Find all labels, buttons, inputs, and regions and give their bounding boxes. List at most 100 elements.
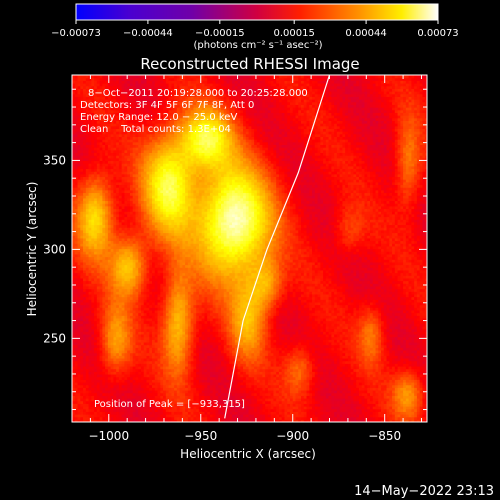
heatmap-cell — [312, 416, 316, 420]
heatmap-cell — [218, 411, 222, 415]
heatmap-cell — [243, 341, 247, 346]
heatmap-cell — [190, 331, 194, 335]
heatmap-cell — [185, 376, 189, 380]
heatmap-cell — [124, 419, 128, 422]
heatmap-cell — [77, 411, 81, 415]
heatmap-cell — [361, 395, 366, 399]
heatmap-cell — [347, 325, 352, 330]
heatmap-cell — [116, 320, 120, 324]
heatmap-cell — [381, 339, 385, 343]
heatmap-cell — [140, 392, 145, 396]
heatmap-cell — [383, 400, 388, 404]
heatmap-cell — [281, 325, 286, 330]
heatmap-cell — [94, 379, 98, 383]
heatmap-cell — [88, 389, 92, 394]
heatmap-cell — [350, 368, 355, 372]
heatmap-cell — [336, 363, 341, 367]
heatmap-cell — [267, 416, 272, 420]
heatmap-cell — [80, 413, 84, 418]
heatmap-cell — [403, 368, 407, 372]
heatmap-cell — [281, 349, 286, 354]
heatmap-cell — [369, 344, 374, 348]
heatmap-cell — [187, 349, 192, 354]
heatmap-cell — [425, 355, 427, 359]
heatmap-cell — [334, 413, 338, 418]
heatmap-cell — [171, 357, 175, 362]
heatmap-cell — [223, 368, 228, 372]
heatmap-cell — [143, 403, 148, 407]
heatmap-cell — [140, 397, 145, 402]
heatmap-cell — [347, 403, 352, 407]
heatmap-cell — [425, 323, 427, 327]
heatmap-cell — [350, 357, 355, 362]
heatmap-cell — [83, 392, 87, 396]
heatmap-cell — [207, 325, 211, 330]
heatmap-cell — [91, 384, 95, 388]
heatmap-cell — [342, 323, 346, 327]
heatmap-cell — [345, 328, 349, 332]
heatmap-cell — [77, 355, 81, 359]
heatmap-cell — [314, 344, 319, 348]
heatmap-cell — [207, 349, 211, 354]
heatmap-cell — [289, 339, 294, 343]
heatmap-cell — [157, 411, 161, 415]
heatmap-cell — [306, 320, 310, 324]
heatmap-cell — [389, 416, 393, 420]
heatmap-cell — [309, 325, 313, 330]
heatmap-cell — [372, 368, 377, 372]
heatmap-cell — [85, 363, 90, 367]
heatmap-cell — [187, 352, 192, 356]
heatmap-cell — [422, 355, 426, 359]
heatmap-cell — [107, 376, 112, 380]
heatmap-cell — [265, 331, 269, 335]
heatmap-cell — [328, 336, 332, 340]
heatmap-cell — [403, 320, 407, 324]
heatmap-cell — [237, 379, 241, 383]
heatmap-cell — [364, 400, 368, 404]
heatmap-cell — [80, 339, 84, 343]
heatmap-cell — [226, 347, 230, 351]
heatmap-cell — [278, 389, 283, 394]
heatmap-cell — [422, 395, 426, 399]
heatmap-cell — [267, 320, 272, 324]
heatmap-cell — [411, 397, 415, 402]
heatmap-cell — [91, 371, 95, 375]
heatmap-cell — [256, 379, 261, 383]
heatmap-cell — [157, 395, 161, 399]
heatmap-cell — [325, 384, 330, 388]
heatmap-cell — [347, 384, 352, 388]
heatmap-cell — [207, 411, 211, 415]
heatmap-cell — [281, 328, 286, 332]
heatmap-cell — [232, 405, 236, 410]
heatmap-cell — [91, 355, 95, 359]
heatmap-cell — [99, 357, 103, 362]
heatmap-cell — [132, 379, 137, 383]
heatmap-cell — [165, 411, 170, 415]
heatmap-cell — [154, 363, 159, 367]
heatmap-cell — [154, 323, 159, 327]
heatmap-cell — [383, 408, 388, 412]
heatmap-cell — [256, 368, 261, 372]
heatmap-cell — [251, 341, 255, 346]
heatmap-cell — [165, 389, 170, 394]
heatmap-cell — [378, 341, 382, 346]
heatmap-cell — [287, 325, 291, 330]
heatmap-cell — [312, 400, 316, 404]
heatmap-cell — [419, 360, 423, 364]
heatmap-cell — [262, 384, 266, 388]
heatmap-cell — [157, 389, 161, 394]
heatmap-cell — [209, 323, 214, 327]
heatmap-cell — [99, 376, 103, 380]
heatmap-cell — [88, 400, 92, 404]
heatmap-cell — [265, 336, 269, 340]
heatmap-cell — [171, 347, 175, 351]
heatmap-cell — [425, 325, 427, 330]
heatmap-cell — [96, 392, 101, 396]
heatmap-cell — [342, 405, 346, 410]
heatmap-cell — [140, 365, 145, 370]
heatmap-cell — [91, 411, 95, 415]
heatmap-cell — [317, 344, 321, 348]
heatmap-cell — [149, 397, 153, 402]
heatmap-cell — [414, 408, 418, 412]
heatmap-cell — [116, 355, 120, 359]
